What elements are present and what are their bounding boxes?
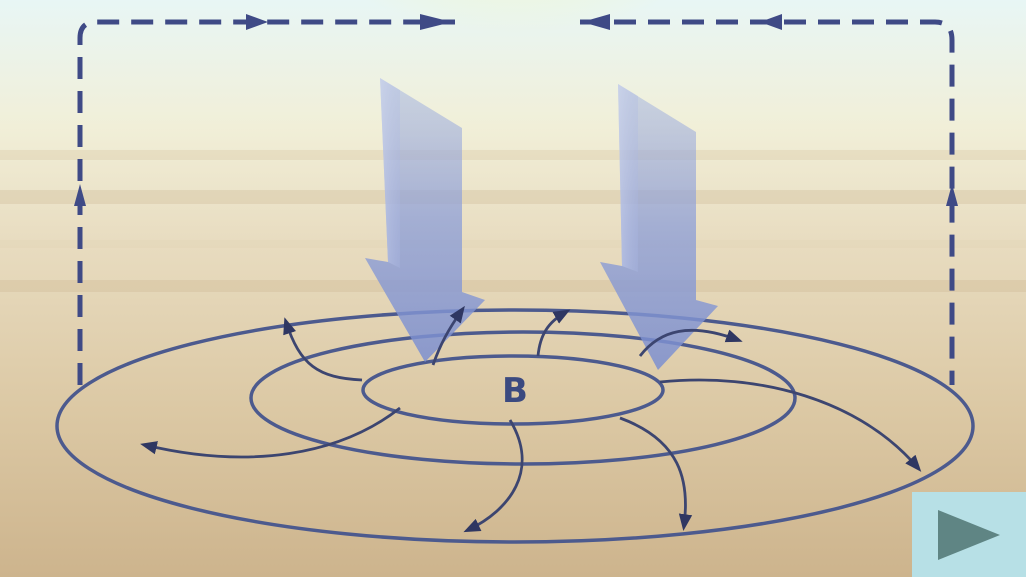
next-slide-button[interactable] bbox=[912, 492, 1026, 577]
high-pressure-label: B bbox=[502, 371, 528, 411]
descending-air-arrow-right bbox=[600, 84, 718, 370]
dashed-arrow-heads bbox=[74, 14, 958, 206]
outflow-arrows bbox=[140, 305, 922, 533]
upper-air-circulation bbox=[77, 19, 955, 385]
play-triangle-icon bbox=[938, 510, 1000, 560]
outer-ring bbox=[55, 308, 975, 544]
descending-air-arrow-left bbox=[365, 78, 485, 362]
